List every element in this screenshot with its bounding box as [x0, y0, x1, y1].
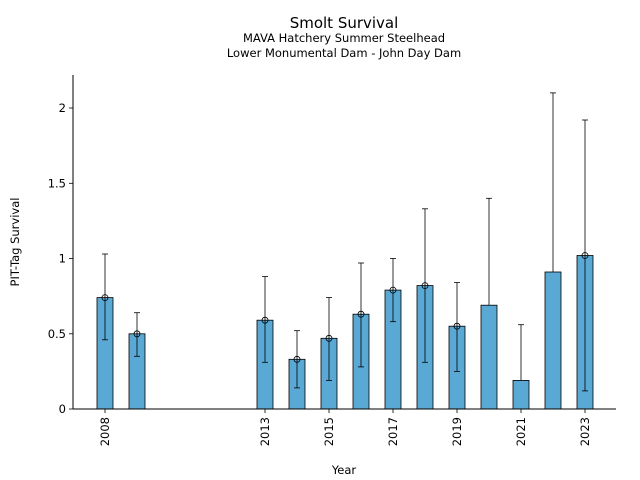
chart-subtitle-line-2: Lower Monumental Dam - John Day Dam [227, 46, 461, 60]
chart-subtitle-line-1: MAVA Hatchery Summer Steelhead [243, 31, 445, 45]
x-tick-label: 2013 [258, 417, 272, 446]
point-2018 [421, 282, 429, 290]
x-tick-label: 2019 [450, 417, 464, 446]
y-tick-label: 0.5 [48, 327, 66, 341]
point-2008 [101, 294, 109, 302]
x-tick-label: 2015 [322, 417, 336, 446]
x-axis-ticks: 2008 2013 2015 2017 2019 2021 2023 [98, 409, 592, 446]
point-2014 [293, 355, 301, 363]
bar-2020 [480, 304, 498, 410]
point-2017 [389, 286, 397, 294]
point-2016 [357, 310, 365, 318]
y-tick-label: 1.5 [48, 176, 66, 190]
y-tick-label: 1 [59, 252, 66, 266]
y-axis-ticks: 0 0.5 1 1.5 2 [48, 101, 73, 416]
bar-2021 [512, 379, 530, 410]
bar-group [96, 255, 594, 410]
point-2009 [133, 330, 141, 338]
y-tick-label: 2 [59, 101, 66, 115]
y-tick-label: 0 [59, 402, 66, 416]
x-tick-label: 2023 [578, 417, 592, 446]
marker-group [101, 252, 589, 363]
point-2019 [453, 322, 461, 330]
x-tick-label: 2021 [514, 417, 528, 446]
chart-title: Smolt Survival [290, 14, 399, 32]
point-2013 [261, 316, 269, 324]
x-tick-label: 2017 [386, 417, 400, 446]
y-axis-label: PIT-Tag Survival [8, 198, 22, 287]
error-bar-group [102, 92, 588, 392]
point-2015 [325, 334, 333, 342]
bar-2022 [544, 271, 562, 410]
x-axis-label: Year [331, 463, 357, 477]
point-2023 [581, 252, 589, 259]
x-tick-label: 2008 [98, 417, 112, 446]
